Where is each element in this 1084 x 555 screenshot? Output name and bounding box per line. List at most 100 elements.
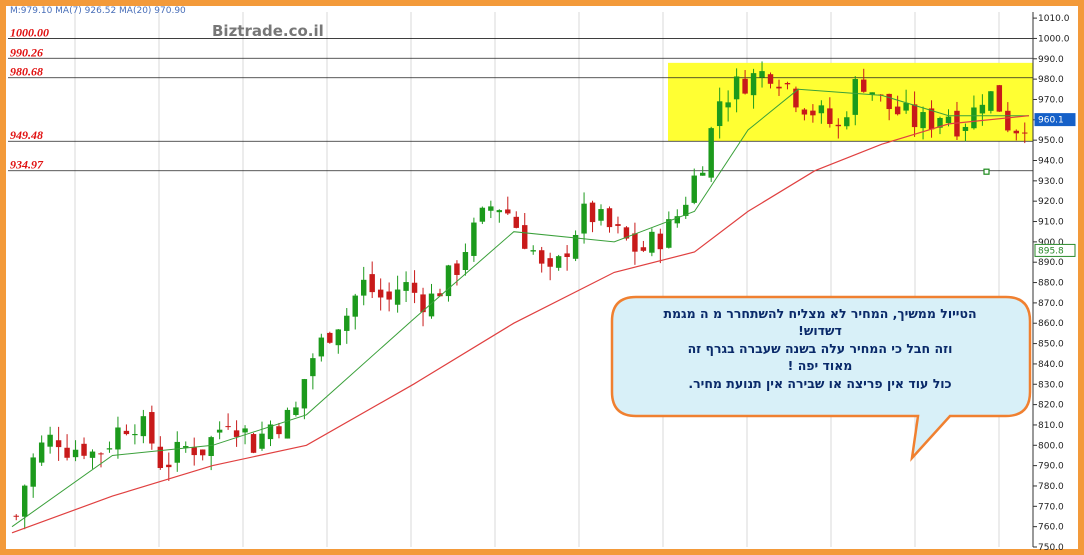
level-lines: 1000.00 990.26 980.68 949.48 934.97	[8, 25, 1033, 172]
price-tag-box	[1034, 243, 1076, 257]
candle-body	[183, 446, 189, 448]
candle-body	[683, 204, 689, 216]
candle-body	[479, 207, 486, 222]
level-label: 934.97	[10, 158, 44, 172]
tick-label: 930.0	[1038, 177, 1064, 187]
candle-body	[276, 426, 282, 435]
candle-body	[606, 208, 613, 228]
candle-body	[733, 76, 740, 100]
candle-body	[920, 112, 926, 129]
candle-body	[225, 426, 231, 428]
candle-body	[708, 128, 714, 178]
candle-body	[132, 434, 138, 436]
candle-body	[64, 447, 70, 458]
candle-body	[403, 282, 409, 291]
candle-body	[861, 79, 867, 92]
candle-body	[445, 265, 452, 297]
tick-label: 830.0	[1038, 380, 1064, 390]
candle-body	[513, 216, 519, 228]
tick-label: 870.0	[1038, 299, 1064, 309]
candle-body	[361, 279, 367, 296]
candle-body	[886, 93, 892, 110]
candle-body	[140, 416, 147, 437]
candle-body	[471, 222, 477, 256]
candle-body	[149, 412, 155, 444]
last-price-tags: 960.1 895.8	[1034, 113, 1076, 257]
price-tag-label: 895.8	[1038, 246, 1064, 256]
tick-label: 860.0	[1038, 319, 1064, 329]
level-label: 980.68	[10, 65, 43, 79]
candle-body	[971, 107, 977, 129]
candle-body	[547, 258, 553, 267]
candle-body	[598, 209, 604, 221]
candle-body	[191, 447, 197, 456]
candle-body	[242, 428, 248, 433]
candle-body	[1022, 132, 1028, 134]
tick-label: 990.0	[1038, 55, 1064, 65]
candle-body	[89, 451, 96, 458]
tick-label: 970.0	[1038, 95, 1064, 105]
candle-body	[174, 441, 180, 463]
candle-body	[903, 102, 909, 111]
candle-body	[844, 117, 850, 127]
candle-body	[937, 117, 943, 128]
tick-label: 750.0	[1038, 543, 1064, 553]
candle-body	[106, 448, 113, 450]
candle-body	[555, 256, 562, 268]
candle-body	[505, 209, 511, 214]
candle-body	[852, 79, 858, 115]
candle-body	[666, 219, 672, 248]
candle-body	[716, 101, 723, 127]
candle-body	[335, 329, 341, 346]
y-axis: 1010.01000.0990.0980.0970.0960.0950.0940…	[1032, 12, 1070, 553]
tick-label: 810.0	[1038, 421, 1064, 431]
candle-body	[462, 252, 469, 270]
candle-body	[437, 293, 443, 297]
candle-body	[47, 434, 53, 447]
candle-body	[945, 116, 952, 123]
candle-body	[166, 464, 172, 468]
bubble-line-2: דשדוש!	[798, 323, 842, 338]
candle-body	[810, 110, 816, 116]
tick-label: 900.0	[1038, 238, 1064, 248]
candle-body	[123, 430, 130, 435]
price-tag-label: 960.1	[1038, 116, 1064, 126]
candle-body	[767, 74, 774, 84]
candle-body	[301, 379, 308, 409]
candle-body	[38, 442, 45, 463]
candle-body	[394, 289, 401, 305]
candle-body	[996, 85, 1003, 112]
candle-body	[115, 427, 121, 450]
tick-label: 820.0	[1038, 401, 1064, 411]
candle-body	[759, 71, 765, 78]
candle-body	[649, 231, 655, 253]
candle-body	[700, 172, 706, 176]
candle-body	[623, 227, 630, 239]
ma-readout: M:979.10 MA(7) 926.52 MA(20) 970.90	[10, 6, 186, 16]
candle-body	[827, 108, 833, 124]
candle-body	[894, 106, 901, 115]
candle-body	[776, 86, 782, 89]
tick-label: 1000.0	[1038, 34, 1070, 44]
candle-body	[72, 449, 79, 458]
bubble-line-3: וזה חבל כי המחיר עלה בשנה שעברה בגרף זה	[688, 341, 953, 356]
level-label: 990.26	[10, 45, 43, 59]
candle-body	[420, 294, 426, 313]
level-label: 1000.00	[10, 25, 49, 39]
candle-body	[216, 429, 223, 433]
candle-body	[267, 424, 274, 440]
bubble-shape	[610, 295, 1032, 462]
candle-body	[979, 104, 986, 114]
candle-body	[496, 210, 503, 213]
candle-body	[30, 457, 36, 487]
candle-body	[988, 91, 994, 111]
tick-label: 850.0	[1038, 340, 1064, 350]
candle-body	[377, 289, 384, 298]
candle-body	[284, 409, 291, 439]
candle-body	[640, 247, 647, 251]
tick-label: 760.0	[1038, 523, 1064, 533]
candle-body	[615, 224, 621, 226]
candle-body	[1005, 110, 1011, 131]
tick-label: 910.0	[1038, 218, 1064, 228]
tick-label: 880.0	[1038, 279, 1064, 289]
